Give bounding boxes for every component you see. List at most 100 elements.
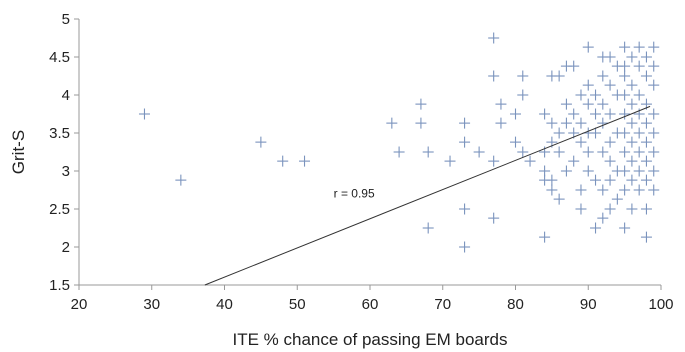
data-point [415, 98, 427, 110]
data-point [459, 241, 471, 253]
y-tick-label: 1.5 [49, 277, 70, 294]
data-point [604, 203, 616, 215]
y-tick-label: 4.5 [49, 49, 70, 66]
data-point [560, 98, 572, 110]
trend-line [204, 105, 651, 286]
data-point [597, 146, 609, 158]
data-point [626, 203, 638, 215]
data-point [590, 127, 602, 139]
data-point [633, 146, 645, 158]
data-point [640, 117, 652, 129]
data-point [597, 98, 609, 110]
data-point [640, 231, 652, 243]
data-point [582, 98, 594, 110]
data-point [582, 165, 594, 177]
data-point [640, 174, 652, 186]
data-point [255, 136, 267, 148]
data-point [619, 222, 631, 234]
data-point [619, 127, 631, 139]
data-point [582, 79, 594, 91]
data-point [633, 41, 645, 53]
data-point [459, 203, 471, 215]
x-tick-label: 90 [580, 296, 597, 313]
data-point [604, 136, 616, 148]
y-tick-label: 2.5 [49, 201, 70, 218]
x-tick-labels: 20 30 40 50 60 70 80 90 100 [71, 285, 674, 313]
data-point [568, 60, 580, 72]
data-point [619, 165, 631, 177]
data-point [546, 174, 558, 186]
data-point [604, 79, 616, 91]
data-point [510, 136, 521, 148]
data-point [568, 155, 580, 167]
y-tick-labels: 1.5 2 2.5 3 3.5 4 4.5 5 [49, 11, 79, 294]
data-point [626, 98, 638, 110]
data-point [604, 51, 616, 63]
data-point [619, 108, 631, 120]
data-point [553, 127, 565, 139]
y-tick-label: 5 [62, 11, 70, 28]
data-point [604, 108, 616, 120]
data-point [560, 117, 572, 129]
data-point [575, 89, 587, 101]
data-point [138, 108, 150, 120]
axes [78, 19, 661, 286]
data-point [495, 98, 507, 110]
data-point [597, 184, 609, 196]
data-point [648, 146, 660, 158]
data-point [626, 174, 638, 186]
data-point [459, 117, 471, 129]
data-point [560, 165, 572, 177]
data-point [539, 231, 551, 243]
data-point [626, 51, 638, 63]
data-point [575, 136, 587, 148]
data-point [488, 70, 500, 82]
data-point [539, 146, 551, 158]
data-point [619, 70, 631, 82]
data-point [590, 174, 602, 186]
data-point [553, 146, 565, 158]
y-tick-label: 3 [62, 163, 70, 180]
data-point [459, 136, 471, 148]
data-point [648, 165, 660, 177]
x-tick-label: 20 [71, 296, 88, 313]
data-point [590, 108, 602, 120]
x-tick-label: 80 [507, 296, 524, 313]
data-point [510, 108, 521, 120]
data-point [604, 174, 616, 186]
data-point [648, 184, 660, 196]
data-point [633, 108, 645, 120]
data-point [597, 70, 609, 82]
data-point [517, 146, 529, 158]
data-point [640, 155, 652, 167]
data-point [582, 41, 594, 53]
data-point [619, 89, 631, 101]
data-point [640, 203, 652, 215]
data-point [640, 136, 652, 148]
data-point [488, 212, 500, 224]
data-point [619, 60, 631, 72]
data-point [619, 184, 631, 196]
data-point [633, 60, 645, 72]
x-tick-label: 100 [648, 296, 673, 313]
data-point [546, 184, 558, 196]
x-tick-label: 30 [143, 296, 160, 313]
data-point [422, 146, 434, 158]
y-tick-label: 2 [62, 239, 70, 256]
data-point [648, 108, 660, 120]
data-point [277, 155, 289, 167]
data-point [648, 79, 660, 91]
data-point [299, 155, 311, 167]
data-point [626, 136, 638, 148]
data-point [604, 155, 616, 167]
data-point [524, 155, 536, 167]
data-point [517, 70, 529, 82]
data-point [575, 184, 587, 196]
data-point [626, 155, 638, 167]
data-point [619, 146, 631, 158]
data-point [590, 222, 602, 234]
data-point [633, 127, 645, 139]
data-point [575, 117, 587, 129]
data-point [640, 51, 652, 63]
